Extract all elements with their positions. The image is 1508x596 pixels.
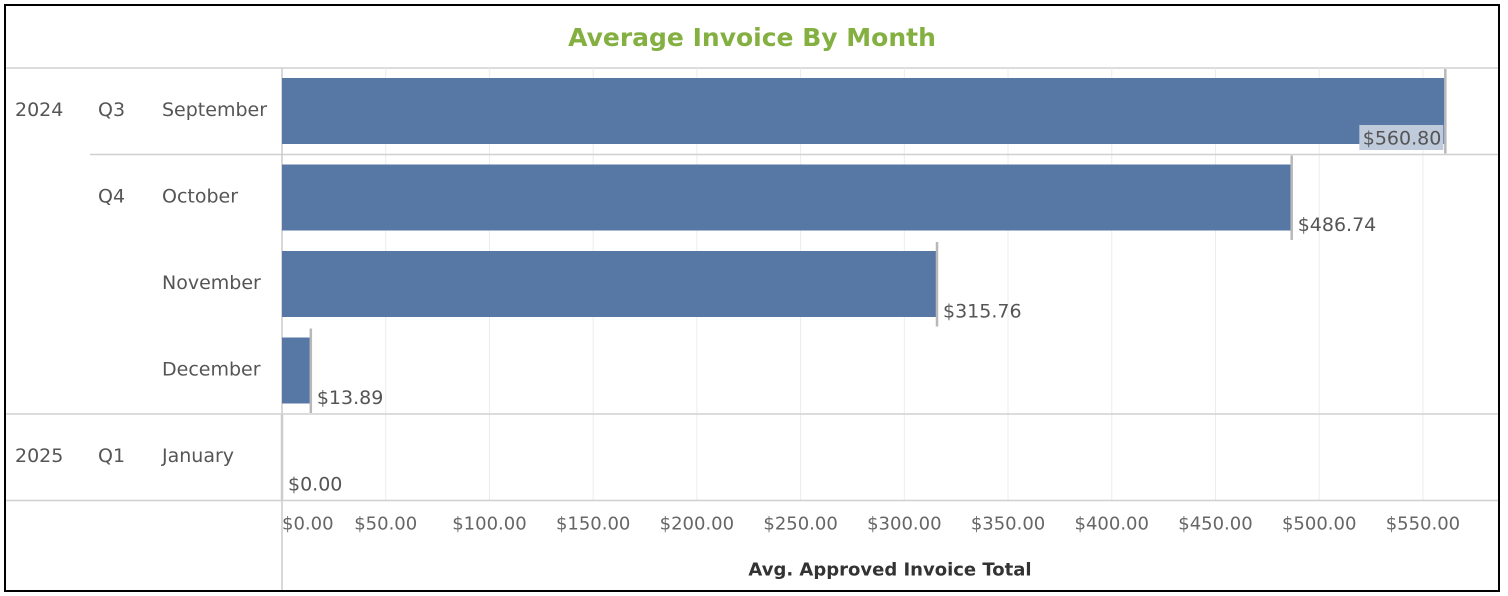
row-label-quarter: Q4 [98,185,125,207]
x-tick-label: $150.00 [556,514,630,535]
row-label-month: November [162,272,261,294]
row-label-quarter: Q1 [98,445,125,467]
x-tick-label: $200.00 [660,514,734,535]
bar [282,337,311,404]
x-tick-label: $450.00 [1178,514,1252,535]
row-label-year: 2025 [15,445,63,467]
row-label-month: December [162,358,261,380]
bar [282,164,1292,231]
data-label-bg [1359,125,1444,150]
x-tick-label: $300.00 [867,514,941,535]
x-tick-label: $500.00 [1282,514,1356,535]
chart-title: Average Invoice By Month [568,22,936,52]
bar-chart: 2024 Q3 September $560.80 Q4 October $486.74 No… [6,67,1498,590]
x-tick-label: $100.00 [452,514,526,535]
row-label-month: January [161,445,234,467]
x-tick-label: $400.00 [1075,514,1149,535]
chart-frame: Average Invoice By Month 2024 Q3 September… [4,4,1500,592]
row-label-quarter: Q3 [98,99,125,121]
row-label-year: 2024 [15,99,63,121]
bar [282,251,938,317]
x-tick-label: $50.00 [354,514,417,535]
x-axis-title: Avg. Approved Invoice Total [748,560,1031,581]
data-label: $0.00 [288,474,342,496]
data-label: $486.74 [1298,214,1377,236]
row-label-month: September [162,99,267,121]
x-tick-label: $0.00 [282,514,334,535]
data-label: $13.89 [317,387,383,409]
data-label: $560.80 [1363,128,1442,150]
x-tick-label: $550.00 [1386,514,1460,535]
data-label: $315.76 [943,301,1022,323]
bar [282,78,1446,144]
x-tick-label: $250.00 [763,514,837,535]
x-tick-label: $350.00 [971,514,1045,535]
row-label-month: October [162,185,238,207]
